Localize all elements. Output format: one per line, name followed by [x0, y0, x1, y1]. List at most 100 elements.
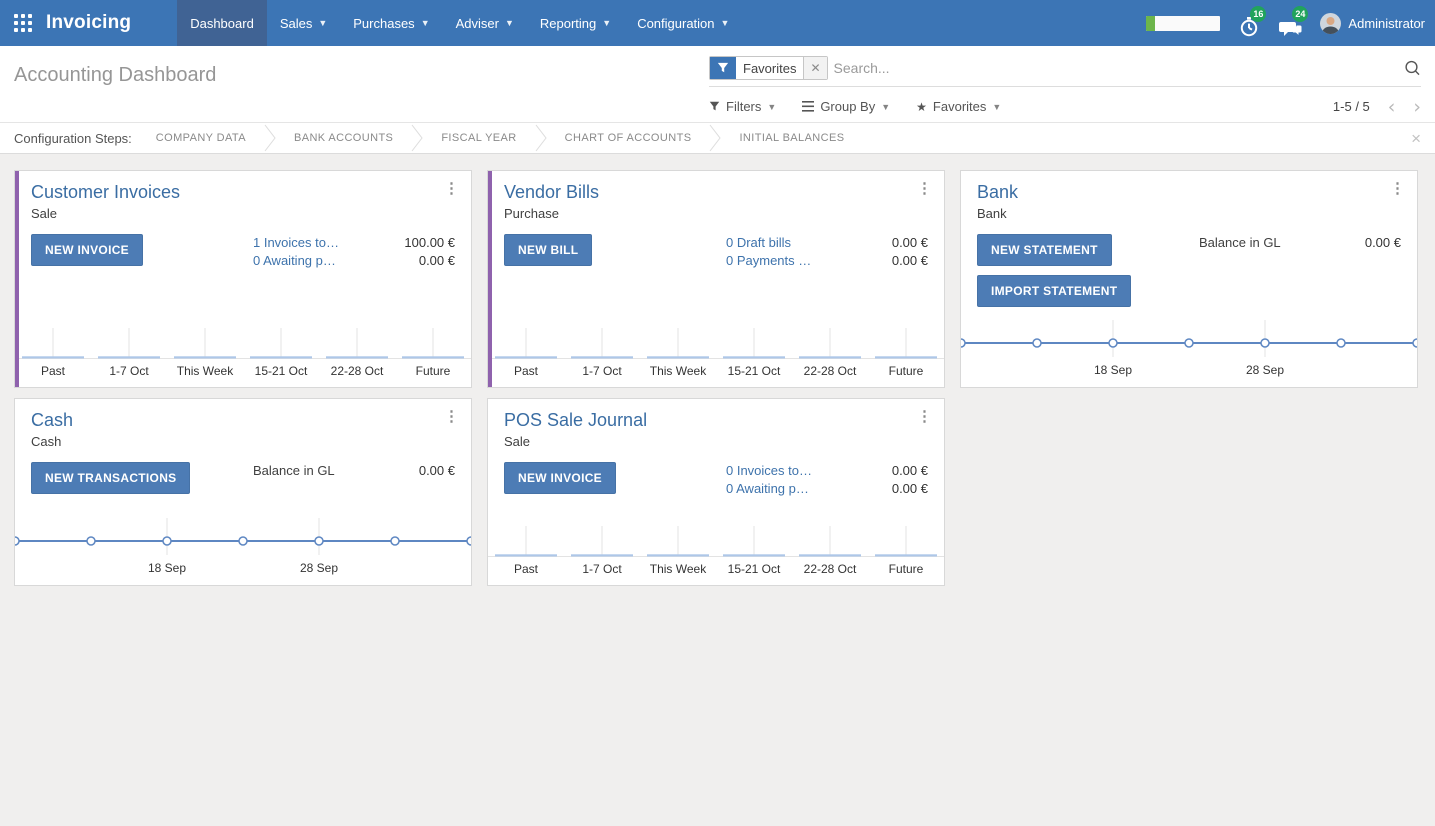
new-invoice-button[interactable]: NEW INVOICE	[504, 462, 616, 494]
new-transactions-button[interactable]: NEW TRANSACTIONS	[31, 462, 191, 494]
svg-text:Future: Future	[889, 364, 924, 378]
svg-text:This Week: This Week	[177, 364, 234, 378]
configuration-steps-bar: Configuration Steps: COMPANY DATA BANK A…	[0, 122, 1435, 154]
invoices-to-validate-link[interactable]: 1 Invoices to…	[253, 235, 339, 250]
journal-title-link[interactable]: Customer Invoices	[31, 182, 181, 202]
filter-facet-icon	[710, 57, 736, 79]
journal-card-vendor-bills: Vendor Bills Purchase ⋮ NEW BILL 0 Draft…	[487, 170, 945, 388]
chat-bubbles-icon	[1279, 22, 1303, 38]
menu-sales[interactable]: Sales ▼	[279, 15, 328, 31]
svg-text:28 Sep: 28 Sep	[1246, 363, 1284, 377]
menu-configuration[interactable]: Configuration ▼	[637, 15, 730, 31]
pager-next-button[interactable]: ›	[1413, 95, 1421, 118]
search-icon[interactable]	[1404, 60, 1421, 77]
amount-value: 0.00 €	[418, 253, 455, 268]
chevron-down-icon: ▼	[318, 18, 328, 28]
new-bill-button[interactable]: NEW BILL	[504, 234, 593, 266]
user-menu[interactable]: Administrator	[1320, 12, 1425, 34]
step-chart-of-accounts[interactable]: CHART OF ACCOUNTS	[564, 132, 692, 144]
journal-bar-chart: Past 1-7 Oct This Week 15-21 Oct 22-28 Oct Fu…	[488, 516, 944, 585]
step-initial-balances[interactable]: INITIAL BALANCES	[739, 132, 845, 144]
awaiting-payments-link[interactable]: 0 Awaiting p…	[253, 253, 336, 268]
amount-value: 100.00 €	[404, 235, 455, 250]
pager-previous-button[interactable]: ‹	[1387, 95, 1396, 118]
control-panel: Accounting Dashboard Favorites ✕ Filters…	[0, 46, 1435, 122]
list-lines-icon	[802, 101, 815, 112]
journal-title-link[interactable]: POS Sale Journal	[504, 410, 648, 430]
step-bank-accounts[interactable]: BANK ACCOUNTS	[293, 132, 394, 144]
pager-value[interactable]: 1-5 / 5	[1332, 99, 1370, 114]
user-name: Administrator	[1348, 15, 1425, 31]
svg-text:Future: Future	[416, 364, 451, 378]
journal-line-chart: 18 Sep 28 Sep	[961, 316, 1417, 387]
timer-clock-icon	[1241, 17, 1258, 37]
chevron-down-icon: ▼	[602, 18, 612, 28]
apps-menu-button[interactable]	[0, 0, 46, 46]
invoices-to-validate-link[interactable]: 0 Invoices to…	[726, 463, 812, 478]
step-company-data[interactable]: COMPANY DATA	[155, 132, 246, 144]
journal-bar-chart: Past 1-7 Oct This Week 15-21 Oct 22-28 Oct Fu…	[15, 318, 471, 387]
amount-value: 0.00 €	[1364, 235, 1401, 250]
journal-title-link[interactable]: Cash	[31, 410, 74, 430]
journal-color-stripe	[15, 171, 19, 387]
activities-icon[interactable]: 16	[1236, 6, 1267, 38]
svg-text:22-28 Oct: 22-28 Oct	[804, 364, 857, 378]
kebab-menu-icon[interactable]: ⋮	[444, 180, 459, 197]
filters-button[interactable]: Filters ▼	[709, 99, 776, 114]
main-menu: Dashboard Sales ▼ Purchases ▼ Adviser ▼ Rep…	[177, 0, 742, 46]
menu-purchases[interactable]: Purchases ▼	[353, 15, 430, 31]
app-brand: Invoicing	[46, 12, 132, 33]
menu-reporting[interactable]: Reporting ▼	[539, 15, 612, 31]
journal-subtitle: Bank	[977, 206, 1007, 221]
svg-text:1-7 Oct: 1-7 Oct	[582, 562, 622, 576]
apps-grid-icon	[14, 14, 32, 32]
star-icon: ★	[916, 99, 927, 114]
journal-subtitle: Cash	[31, 434, 62, 449]
journal-title-link[interactable]: Bank	[977, 182, 1019, 202]
svg-text:Past: Past	[41, 364, 66, 378]
journal-line-chart: 18 Sep 28 Sep	[15, 514, 471, 585]
step-separator-icon	[411, 124, 423, 152]
kebab-menu-icon[interactable]: ⋮	[917, 180, 932, 197]
svg-text:This Week: This Week	[650, 364, 707, 378]
close-icon[interactable]: ×	[1411, 128, 1421, 148]
activities-count-badge: 16	[1250, 6, 1267, 22]
planner-progress-bar[interactable]	[1146, 15, 1221, 31]
svg-text:18 Sep: 18 Sep	[148, 561, 186, 575]
kebab-menu-icon[interactable]: ⋮	[1390, 180, 1405, 197]
avatar	[1320, 12, 1342, 34]
journal-card-pos-sale-journal: POS Sale Journal Sale ⋮ NEW INVOICE 0 In…	[487, 398, 945, 586]
kebab-menu-icon[interactable]: ⋮	[917, 408, 932, 425]
journal-color-stripe	[488, 171, 492, 387]
favorites-button[interactable]: ★ Favorites ▼	[916, 99, 1002, 114]
chevron-down-icon: ▼	[420, 18, 430, 28]
draft-bills-link[interactable]: 0 Draft bills	[726, 235, 792, 250]
payments-link[interactable]: 0 Payments …	[726, 253, 812, 268]
amount-value: 0.00 €	[891, 253, 928, 268]
new-invoice-button[interactable]: NEW INVOICE	[31, 234, 143, 266]
facet-remove-button[interactable]: ✕	[803, 57, 827, 79]
chevron-down-icon: ▼	[881, 101, 891, 112]
messages-icon[interactable]: 24	[1278, 6, 1309, 38]
funnel-icon	[709, 101, 720, 111]
new-statement-button[interactable]: NEW STATEMENT	[977, 234, 1112, 266]
step-fiscal-year[interactable]: FISCAL YEAR	[441, 132, 517, 144]
kebab-menu-icon[interactable]: ⋮	[444, 408, 459, 425]
balance-in-gl-label: Balance in GL	[1199, 235, 1281, 250]
import-statement-button[interactable]: IMPORT STATEMENT	[977, 275, 1132, 307]
svg-text:22-28 Oct: 22-28 Oct	[331, 364, 384, 378]
awaiting-payments-link[interactable]: 0 Awaiting p…	[726, 481, 809, 496]
search-input[interactable]	[833, 60, 1404, 76]
menu-dashboard[interactable]: Dashboard	[177, 0, 267, 46]
search-bar: Favorites ✕	[709, 56, 1421, 87]
amount-value: 0.00 €	[891, 463, 928, 478]
svg-text:28 Sep: 28 Sep	[300, 561, 338, 575]
group-by-button[interactable]: Group By ▼	[802, 99, 890, 114]
chevron-down-icon: ▼	[504, 18, 514, 28]
journal-card-bank: Bank Bank ⋮ NEW STATEMENT IMPORT STATEME…	[960, 170, 1418, 388]
svg-text:1-7 Oct: 1-7 Oct	[582, 364, 622, 378]
journal-subtitle: Sale	[504, 434, 531, 449]
svg-text:1-7 Oct: 1-7 Oct	[109, 364, 149, 378]
menu-adviser[interactable]: Adviser ▼	[455, 15, 514, 31]
journal-title-link[interactable]: Vendor Bills	[504, 182, 600, 202]
